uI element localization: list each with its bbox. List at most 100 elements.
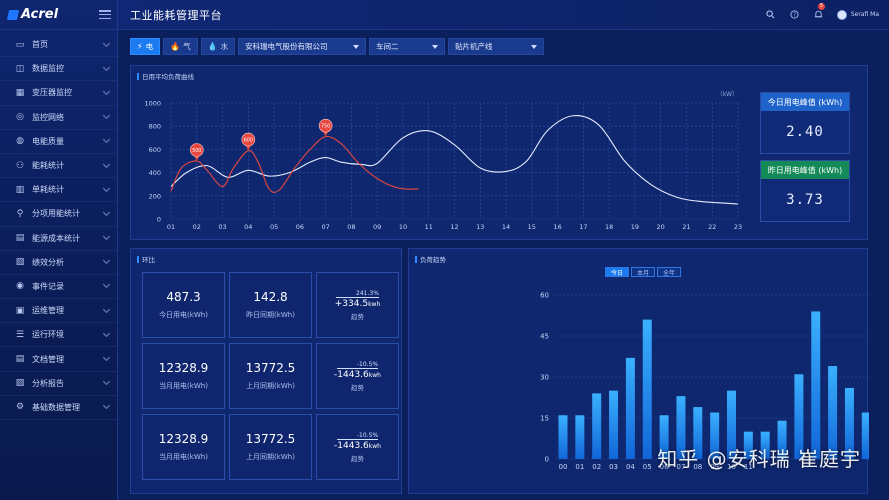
sidebar-item-15[interactable]: ⚙ 基础数据管理 (0, 396, 117, 420)
sidebar-item-label: 首页 (32, 40, 48, 50)
sidebar-item-1[interactable]: ◫ 数据监控 (0, 57, 117, 82)
x-tick-label: 07 (321, 223, 329, 231)
workshop-select[interactable]: 车间二 (369, 38, 446, 55)
sidebar-item-3[interactable]: ◎ 监控网络 (0, 106, 117, 130)
line-select[interactable]: 贴片机产线 (448, 38, 545, 55)
notification-badge: 5 (817, 2, 825, 10)
bar-14 (794, 374, 804, 459)
stat-previous-card: 13772.5 上月同期(kWh) (229, 414, 312, 480)
chevron-down-icon (102, 160, 111, 168)
sidebar-item-7[interactable]: ⚲ 分项用能统计 (0, 202, 117, 227)
y-tick-label: 45 (540, 333, 549, 341)
company-select-value: 安科瑞电气股份有限公司 (245, 42, 328, 51)
sidebar-item-4[interactable]: ◍ 电能质量 (0, 130, 117, 154)
help-icon[interactable]: ? (789, 9, 801, 21)
x-tick-label: 14 (502, 223, 510, 231)
x-tick-label: 06 (296, 223, 304, 231)
y-tick-label: 15 (540, 415, 549, 423)
sidebar-item-11[interactable]: ▣ 运维管理 (0, 299, 117, 324)
y-tick-label: 200 (149, 192, 161, 200)
trend-delta-unit: kwh (368, 300, 381, 308)
topbar: 工业能耗管理平台 ? 5 Serafi Ma (118, 0, 889, 30)
trend-delta: +334.5kwh (335, 299, 381, 309)
stats-icon: ⚇ (15, 160, 25, 171)
x-tick-label: 16 (553, 223, 561, 231)
sidebar-item-6[interactable]: ▥ 单耗统计 (0, 178, 117, 203)
bar-00 (558, 415, 568, 459)
menu-toggle-icon[interactable] (99, 10, 111, 19)
x-tick-label: 06 (660, 463, 669, 471)
bar-05 (642, 319, 652, 459)
tab-electric[interactable]: ⚡ 电 (130, 38, 161, 55)
bar-12 (760, 431, 770, 459)
chevron-down-icon (102, 184, 111, 192)
tab-gas[interactable]: 🔥 气 (163, 38, 198, 55)
x-tick-label: 01 (167, 223, 175, 231)
bar-icon: ▥ (15, 184, 25, 195)
sidebar-item-14[interactable]: ▨ 分析报告 (0, 372, 117, 396)
x-tick-label: 17 (579, 223, 587, 231)
bar-09 (710, 412, 720, 459)
user-name: Serafi Ma (850, 11, 879, 18)
stat-previous-card: 142.8 昨日同期(kWh) (229, 272, 312, 338)
avatar (836, 9, 847, 20)
x-tick-label: 09 (710, 463, 719, 471)
sidebar-item-label: 监控网络 (32, 112, 64, 122)
bar-10 (727, 390, 736, 459)
today-peak-value: 2.40 (786, 124, 824, 140)
tab-today[interactable]: 今日 (605, 267, 630, 277)
x-tick-label: 20 (657, 223, 665, 231)
logo-row: Acrel (0, 0, 117, 30)
sidebar-item-2[interactable]: ▦ 变压器监控 (0, 81, 117, 106)
marker-label: 750 (321, 124, 330, 130)
sidebar-item-10[interactable]: ◉ 事件记录 (0, 275, 117, 300)
sidebar-item-label: 运行环境 (32, 330, 64, 340)
chevron-down-icon (102, 305, 111, 313)
tab-month[interactable]: 本月 (631, 267, 656, 277)
x-tick-label: 23 (734, 223, 742, 231)
sidebar-item-8[interactable]: ▤ 能源成本统计 (0, 227, 117, 251)
bar-11 (743, 431, 753, 459)
sidebar-item-13[interactable]: ▤ 文档管理 (0, 347, 117, 372)
y-tick-label: 400 (149, 169, 161, 177)
load-trend-title: 负荷趋势 (415, 254, 446, 264)
tab-year[interactable]: 全年 (657, 267, 682, 277)
trend-percent: 241.3% (336, 290, 379, 298)
performance-icon: ▧ (15, 257, 25, 268)
bar-03 (609, 390, 619, 459)
bell-icon[interactable]: 5 (813, 2, 825, 21)
series-line-0 (170, 135, 419, 193)
sidebar-menu: ▭ 首页 ◫ 数据监控 ▦ 变压器监控 ◎ 监控网络 ◍ 电能质量 ⚇ 能耗统计… (0, 30, 117, 420)
line-select-value: 贴片机产线 (455, 42, 493, 51)
load-curve-chart: 0 200 400 600 800 1000 01 02 03 04 05 06 07 08 09 10 11 1… (144, 91, 742, 231)
stat-value: 142.8 (253, 290, 288, 304)
search-icon[interactable] (765, 9, 777, 21)
stat-value: 487.3 (166, 290, 201, 304)
y-unit-label: （kW） (717, 91, 738, 98)
x-tick-label: 22 (708, 223, 716, 231)
bar-15 (811, 311, 821, 459)
y-tick-label: 0 (545, 456, 549, 464)
sidebar-item-0[interactable]: ▭ 首页 (0, 33, 117, 58)
sidebar-item-12[interactable]: ☰ 运行环境 (0, 323, 117, 348)
tab-water[interactable]: 💧 水 (200, 38, 236, 55)
x-tick-label: 15 (528, 223, 536, 231)
sidebar-item-9[interactable]: ▧ 绩效分析 (0, 251, 117, 275)
network-icon: ◎ (16, 112, 24, 123)
sidebar-item-5[interactable]: ⚇ 能耗统计 (0, 154, 117, 179)
x-tick-label: 18 (605, 223, 613, 231)
tab-gas-label: 气 (183, 42, 191, 51)
filter-bar: ⚡ 电 🔥 气 💧 水 安科瑞电气股份有限公司 车间二 贴片机产线 (130, 38, 545, 55)
marker-label: 600 (244, 138, 253, 144)
gear-icon: ⚙ (15, 402, 25, 413)
chevron-down-icon (102, 353, 111, 362)
x-tick-label: 04 (244, 223, 252, 231)
sidebar-item-label: 数据监控 (32, 64, 64, 74)
sidebar-item-label: 事件记录 (32, 281, 64, 291)
trend-label: 趋势 (351, 454, 364, 463)
stat-value: 12328.9 (158, 361, 209, 375)
trend-delta-value: -1443.6 (334, 440, 369, 451)
company-select[interactable]: 安科瑞电气股份有限公司 (238, 38, 367, 55)
user-menu[interactable]: Serafi Ma (836, 9, 879, 20)
x-tick-label: 09 (373, 223, 381, 231)
